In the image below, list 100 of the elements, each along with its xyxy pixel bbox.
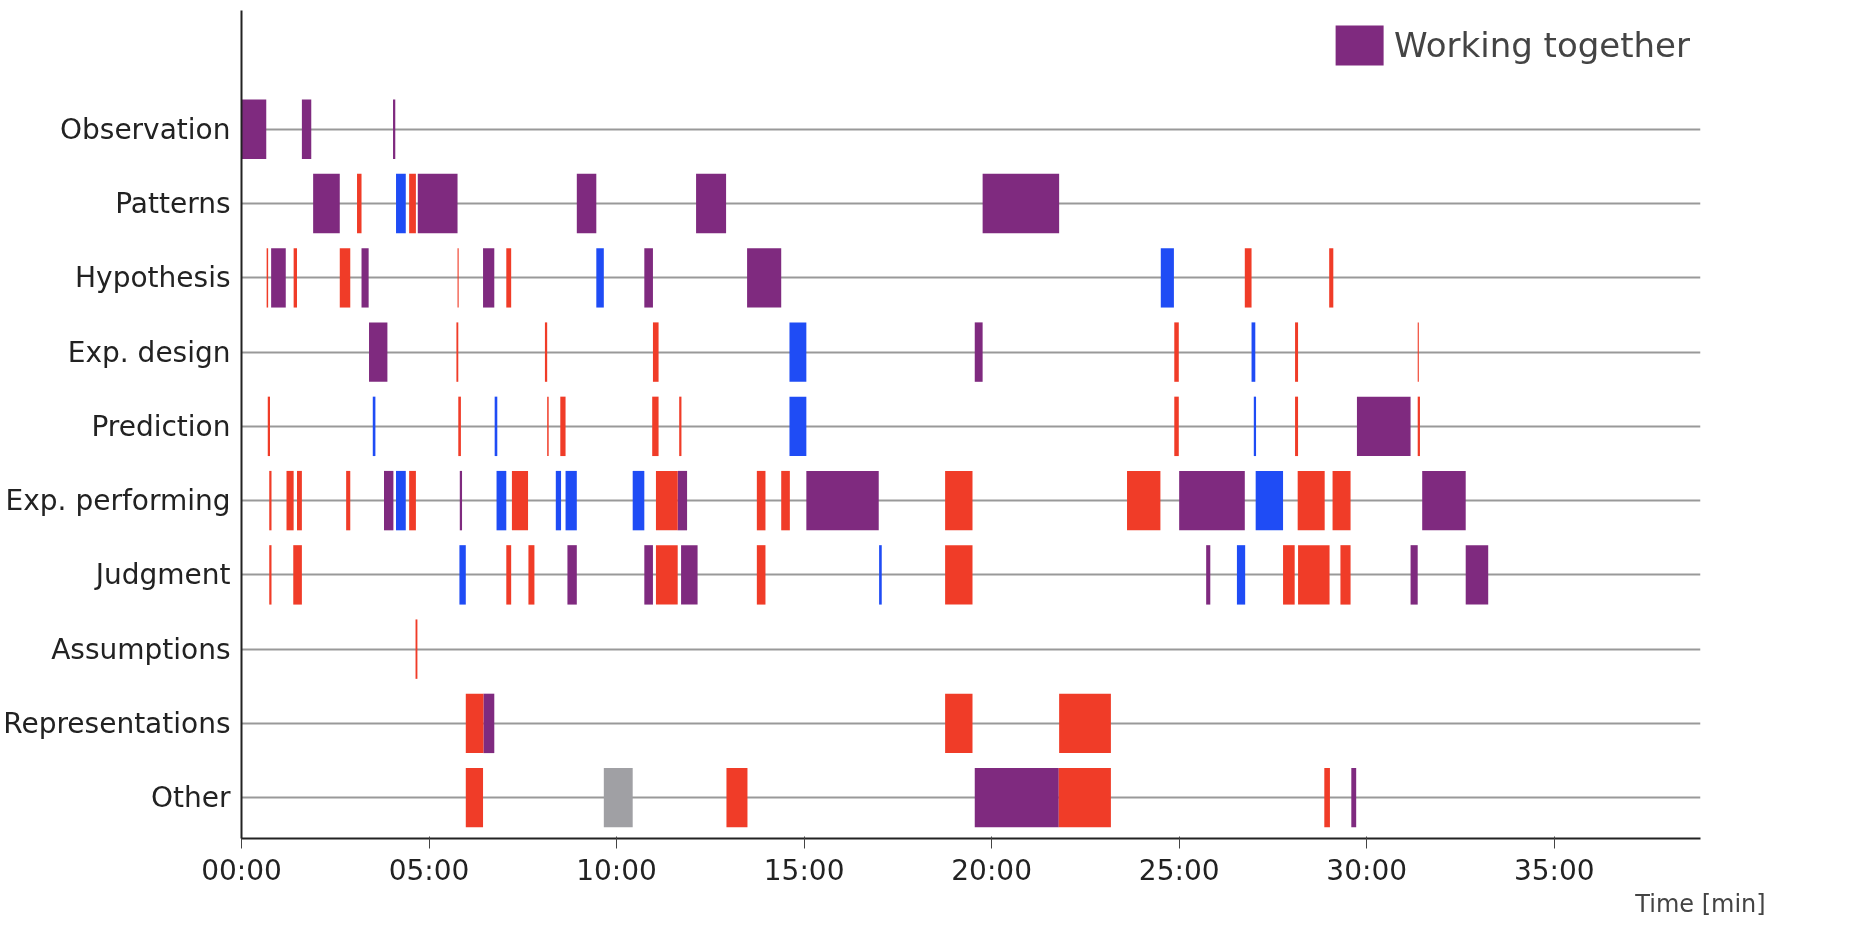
- y-tick-label: Other: [151, 781, 231, 815]
- bar: [560, 396, 566, 457]
- bar: [555, 470, 562, 531]
- bar: [677, 470, 688, 531]
- bar: [1356, 396, 1411, 457]
- bar: [293, 248, 298, 308]
- x-tick-label: 15:00: [763, 853, 845, 887]
- legend-label: Working together: [1394, 25, 1690, 65]
- bar: [1255, 470, 1284, 531]
- bar: [1127, 470, 1161, 531]
- bar: [339, 248, 351, 308]
- bar: [1295, 322, 1299, 382]
- bar: [396, 470, 406, 531]
- bar: [567, 545, 577, 605]
- bar: [632, 470, 645, 531]
- y-tick-label: Representations: [3, 706, 231, 740]
- bar: [879, 545, 882, 605]
- bar: [696, 173, 727, 234]
- bar: [756, 545, 766, 605]
- bar: [301, 99, 312, 160]
- bar: [1244, 248, 1252, 308]
- bar: [644, 545, 653, 605]
- bar: [269, 470, 272, 531]
- bar: [726, 767, 748, 828]
- bar: [384, 470, 394, 531]
- bar: [297, 470, 302, 531]
- bar: [286, 470, 294, 531]
- bar: [756, 470, 766, 531]
- bar: [945, 470, 973, 531]
- bar: [506, 545, 512, 605]
- bar: [528, 545, 535, 605]
- bar: [293, 545, 302, 605]
- bar: [655, 545, 678, 605]
- bar: [409, 470, 416, 531]
- y-tick-label: Judgment: [93, 558, 231, 592]
- bar: [596, 248, 604, 308]
- bar: [1351, 767, 1357, 828]
- bar: [465, 693, 484, 754]
- bar: [1297, 470, 1325, 531]
- bar: [1340, 545, 1351, 605]
- x-tick-label: 10:00: [576, 853, 657, 887]
- x-tick-label: 35:00: [1513, 853, 1595, 887]
- bar: [1283, 545, 1295, 605]
- y-tick-label: Patterns: [115, 187, 231, 221]
- bar: [945, 693, 973, 754]
- bar: [1179, 470, 1245, 531]
- y-tick-label: Exp. design: [67, 335, 231, 369]
- x-tick-label: 25:00: [1138, 853, 1220, 887]
- bar: [1410, 545, 1418, 605]
- bar: [346, 470, 351, 531]
- bar: [458, 396, 461, 457]
- bar: [681, 545, 698, 605]
- bar: [1329, 248, 1334, 308]
- y-tick-label: Prediction: [91, 409, 231, 443]
- bar: [565, 470, 577, 531]
- bar: [369, 322, 388, 382]
- y-tick-label: Assumptions: [51, 632, 231, 666]
- bar: [1058, 767, 1111, 828]
- bar: [483, 693, 495, 754]
- x-axis-title: Time [min]: [1634, 889, 1766, 918]
- bar: [1160, 248, 1174, 308]
- x-tick-label: 30:00: [1326, 853, 1408, 887]
- bar: [1465, 545, 1489, 605]
- bar: [1174, 396, 1179, 457]
- x-tick-label: 00:00: [201, 853, 282, 887]
- bar: [1174, 322, 1179, 382]
- bar: [241, 99, 267, 160]
- bar: [1298, 545, 1330, 605]
- bar: [1422, 470, 1466, 531]
- bar: [496, 470, 507, 531]
- y-tick-label: Exp. performing: [5, 484, 231, 518]
- bar: [409, 173, 416, 234]
- bar: [789, 396, 807, 457]
- bar: [982, 173, 1060, 234]
- bar: [1295, 396, 1299, 457]
- bar: [1059, 693, 1111, 754]
- bar: [974, 322, 983, 382]
- bar: [652, 322, 659, 382]
- bar: [544, 322, 548, 382]
- bar: [1206, 545, 1211, 605]
- bar: [789, 322, 807, 382]
- bar: [652, 396, 659, 457]
- x-tick-label: 20:00: [951, 853, 1032, 887]
- bar: [269, 545, 272, 605]
- bar: [945, 545, 973, 605]
- bar: [361, 248, 369, 308]
- bar: [396, 173, 406, 234]
- bar: [511, 470, 529, 531]
- bar: [313, 173, 340, 234]
- y-tick-label: Hypothesis: [75, 261, 231, 295]
- bar: [974, 767, 1059, 828]
- bar: [506, 248, 512, 308]
- bar: [357, 173, 362, 234]
- x-tick-label: 05:00: [388, 853, 470, 887]
- bar: [459, 545, 466, 605]
- bar: [271, 248, 286, 308]
- bar: [1332, 470, 1351, 531]
- bar: [655, 470, 678, 531]
- bar: [417, 173, 458, 234]
- bar: [644, 248, 653, 308]
